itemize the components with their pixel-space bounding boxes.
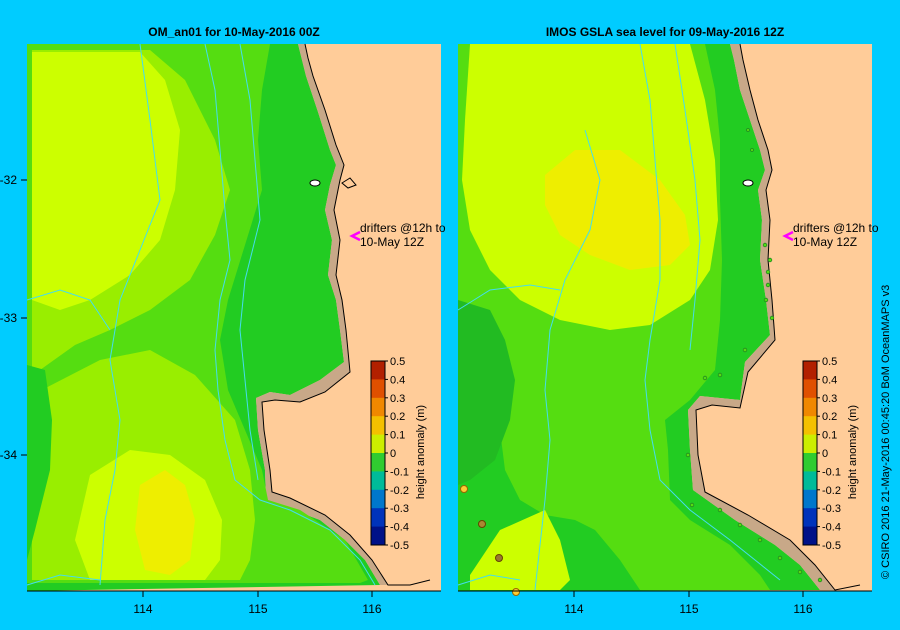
colorbar-tick-label: -0.3 bbox=[822, 503, 841, 515]
colorbar-tick-label: -0.2 bbox=[390, 485, 409, 497]
right-axes: 114 115 116 bbox=[458, 590, 872, 616]
left-green-edge bbox=[27, 365, 52, 560]
colorbar-tick-label: -0.1 bbox=[390, 466, 409, 478]
left-annotation-line1: drifters @12h to bbox=[360, 221, 446, 235]
left-map: drifters @12h to 10-May 12Z bbox=[26, 43, 446, 591]
right-drifter-large bbox=[512, 588, 520, 596]
right-panel-title: IMOS GSLA sea level for 09-May-2016 12Z bbox=[546, 25, 784, 39]
colorbar-tick-label: -0.3 bbox=[390, 503, 409, 515]
colorbar-swatch bbox=[803, 489, 817, 509]
left-y-tick-34: -34 bbox=[0, 448, 17, 462]
colorbar-tick-label: 0.4 bbox=[822, 374, 837, 386]
left-x-tick-114: 114 bbox=[133, 602, 152, 616]
colorbar-swatch bbox=[803, 379, 817, 399]
right-colorbar-swatches bbox=[803, 361, 817, 546]
right-yellow-south bbox=[470, 510, 570, 590]
colorbar-tick-label: 0.3 bbox=[822, 393, 837, 405]
colorbar-tick-label: -0.4 bbox=[390, 522, 409, 534]
colorbar-swatch bbox=[371, 453, 385, 472]
colorbar-swatch bbox=[803, 453, 817, 472]
colorbar-tick-label: 0.1 bbox=[822, 430, 837, 442]
colorbar-tick-label: 0 bbox=[822, 448, 828, 460]
colorbar-swatch bbox=[803, 416, 817, 436]
right-isobaths bbox=[457, 43, 781, 591]
left-x-tick-116: 116 bbox=[362, 602, 381, 616]
left-panel-title: OM_an01 for 10-May-2016 00Z bbox=[148, 25, 319, 39]
left-yellow-core bbox=[135, 470, 195, 575]
right-colorbar-ticks: 0.5 0.4 0.3 0.2 0.1 0 -0.1 -0.2 -0.3 -0.4 -0.5 bbox=[817, 356, 841, 552]
left-colorbar: 0.5 0.4 0.3 0.2 0.1 0 -0.1 -0.2 -0.3 -0.4 -0.5 hei… bbox=[370, 356, 427, 552]
right-annotation-line2: 10-May 12Z bbox=[793, 235, 857, 249]
colorbar-swatch bbox=[371, 471, 385, 491]
right-drifter-marker bbox=[782, 230, 794, 242]
colorbar-swatch bbox=[371, 434, 385, 454]
colorbar-swatch bbox=[371, 508, 385, 528]
colorbar-swatch bbox=[803, 508, 817, 528]
left-yellow-north bbox=[32, 52, 180, 310]
right-drifter-large bbox=[478, 520, 486, 528]
colorbar-swatch bbox=[803, 361, 817, 380]
colorbar-tick-label: 0.5 bbox=[822, 356, 837, 368]
right-colorbar-label: height anomaly (m) bbox=[847, 405, 859, 499]
colorbar-swatch bbox=[371, 361, 385, 380]
left-y-tick-32: -32 bbox=[0, 173, 17, 187]
right-x-tick-115: 115 bbox=[679, 602, 698, 616]
colorbar-swatch bbox=[371, 397, 385, 417]
colorbar-tick-label: 0.4 bbox=[390, 374, 405, 386]
colorbar-swatch bbox=[803, 434, 817, 454]
left-colorbar-swatches bbox=[371, 361, 385, 546]
right-dark-green-blob bbox=[458, 300, 515, 485]
colorbar-swatch bbox=[371, 416, 385, 436]
right-colorbar: 0.5 0.4 0.3 0.2 0.1 0 -0.1 -0.2 -0.3 -0.4 -0.5 hei… bbox=[802, 356, 859, 552]
colorbar-tick-label: -0.5 bbox=[822, 540, 841, 552]
colorbar-tick-label: -0.4 bbox=[822, 522, 841, 534]
right-x-tick-116: 116 bbox=[793, 602, 812, 616]
right-yellow-core bbox=[545, 150, 690, 270]
colorbar-swatch bbox=[371, 489, 385, 509]
left-x-tick-115: 115 bbox=[248, 602, 267, 616]
colorbar-tick-label: -0.2 bbox=[822, 485, 841, 497]
right-drifter-large bbox=[460, 485, 468, 493]
left-colorbar-ticks: 0.5 0.4 0.3 0.2 0.1 0 -0.1 -0.2 -0.3 -0.4 -0.5 bbox=[385, 356, 409, 552]
colorbar-tick-label: 0 bbox=[390, 448, 396, 460]
colorbar-tick-label: 0.3 bbox=[390, 393, 405, 405]
colorbar-swatch bbox=[803, 471, 817, 491]
right-drifter-large bbox=[495, 554, 503, 562]
colorbar-swatch bbox=[371, 526, 385, 546]
credit-text: © CSIRO 2016 21-May-2016 00:45:20 BoM Oc… bbox=[880, 285, 892, 579]
right-coast-shelf bbox=[688, 44, 835, 590]
right-coastline bbox=[695, 43, 861, 591]
colorbar-tick-label: -0.1 bbox=[822, 466, 841, 478]
right-island bbox=[742, 179, 754, 187]
colorbar-tick-label: 0.2 bbox=[822, 411, 837, 423]
left-estuary bbox=[341, 177, 357, 189]
left-axes: 114 115 116 -32 -33 -34 bbox=[0, 173, 441, 616]
colorbar-tick-label: -0.5 bbox=[390, 540, 409, 552]
right-drifter-dots bbox=[685, 128, 823, 583]
left-island bbox=[309, 179, 321, 187]
colorbar-tick-label: 0.2 bbox=[390, 411, 405, 423]
left-coastline bbox=[261, 43, 431, 586]
left-annotation-line2: 10-May 12Z bbox=[360, 235, 424, 249]
left-colorbar-label: height anomaly (m) bbox=[415, 405, 427, 499]
colorbar-tick-label: 0.1 bbox=[390, 430, 405, 442]
left-y-tick-33: -33 bbox=[0, 311, 17, 325]
left-isobaths bbox=[26, 43, 376, 586]
colorbar-swatch bbox=[803, 397, 817, 417]
colorbar-swatch bbox=[803, 526, 817, 546]
colorbar-swatch bbox=[371, 379, 385, 399]
colorbar-tick-label: 0.5 bbox=[390, 356, 405, 368]
right-x-tick-114: 114 bbox=[564, 602, 583, 616]
right-annotation-line1: drifters @12h to bbox=[793, 221, 879, 235]
left-drifter-marker bbox=[349, 230, 361, 242]
